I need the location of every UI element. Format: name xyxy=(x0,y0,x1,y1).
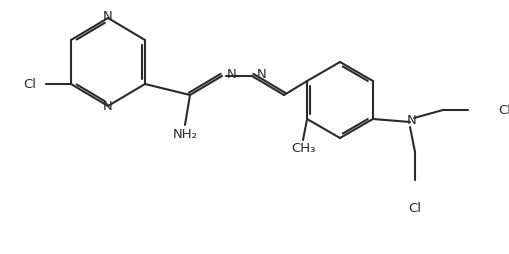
Text: N: N xyxy=(227,68,237,81)
Text: NH₂: NH₂ xyxy=(173,129,197,141)
Text: N: N xyxy=(257,68,267,81)
Text: Cl: Cl xyxy=(498,103,509,117)
Text: Cl: Cl xyxy=(23,77,36,90)
Text: N: N xyxy=(407,114,417,126)
Text: Cl: Cl xyxy=(409,201,421,214)
Text: N: N xyxy=(103,10,113,24)
Text: CH₃: CH₃ xyxy=(291,141,315,154)
Text: N: N xyxy=(103,101,113,114)
